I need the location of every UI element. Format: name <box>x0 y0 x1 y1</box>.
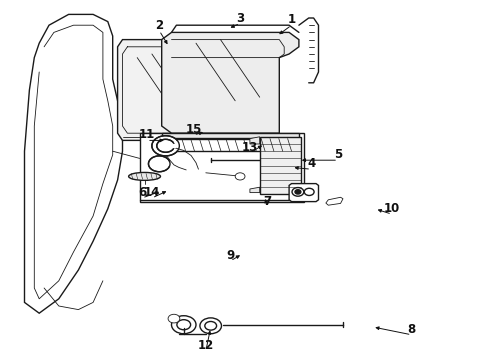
Text: 7: 7 <box>263 195 271 208</box>
Circle shape <box>148 156 170 172</box>
Text: 1: 1 <box>288 13 295 26</box>
Polygon shape <box>140 133 304 202</box>
Polygon shape <box>118 40 191 140</box>
Polygon shape <box>162 32 299 133</box>
Polygon shape <box>162 133 299 138</box>
Polygon shape <box>162 139 299 151</box>
Text: 12: 12 <box>197 339 214 352</box>
Text: 10: 10 <box>384 202 400 215</box>
Text: 2: 2 <box>155 19 163 32</box>
Circle shape <box>235 173 245 180</box>
Ellipse shape <box>128 172 161 180</box>
Circle shape <box>205 321 217 330</box>
Text: 4: 4 <box>307 157 315 170</box>
Text: 15: 15 <box>185 123 202 136</box>
Text: 14: 14 <box>144 186 160 199</box>
Circle shape <box>177 320 191 330</box>
Polygon shape <box>326 197 343 205</box>
Circle shape <box>304 188 314 195</box>
Text: 5: 5 <box>334 148 342 161</box>
Circle shape <box>172 316 196 334</box>
Polygon shape <box>250 187 260 193</box>
Circle shape <box>152 136 179 156</box>
Text: 8: 8 <box>408 323 416 336</box>
Polygon shape <box>289 184 318 202</box>
Text: 11: 11 <box>139 129 155 141</box>
Polygon shape <box>250 137 260 144</box>
Text: 6: 6 <box>138 186 146 199</box>
Polygon shape <box>260 137 301 194</box>
Text: 3: 3 <box>236 12 244 24</box>
Polygon shape <box>24 14 122 313</box>
Text: 13: 13 <box>242 141 258 154</box>
Text: 9: 9 <box>226 249 234 262</box>
Circle shape <box>292 188 304 196</box>
Circle shape <box>157 139 174 152</box>
Circle shape <box>168 314 180 323</box>
Circle shape <box>295 190 301 194</box>
Circle shape <box>200 318 221 334</box>
